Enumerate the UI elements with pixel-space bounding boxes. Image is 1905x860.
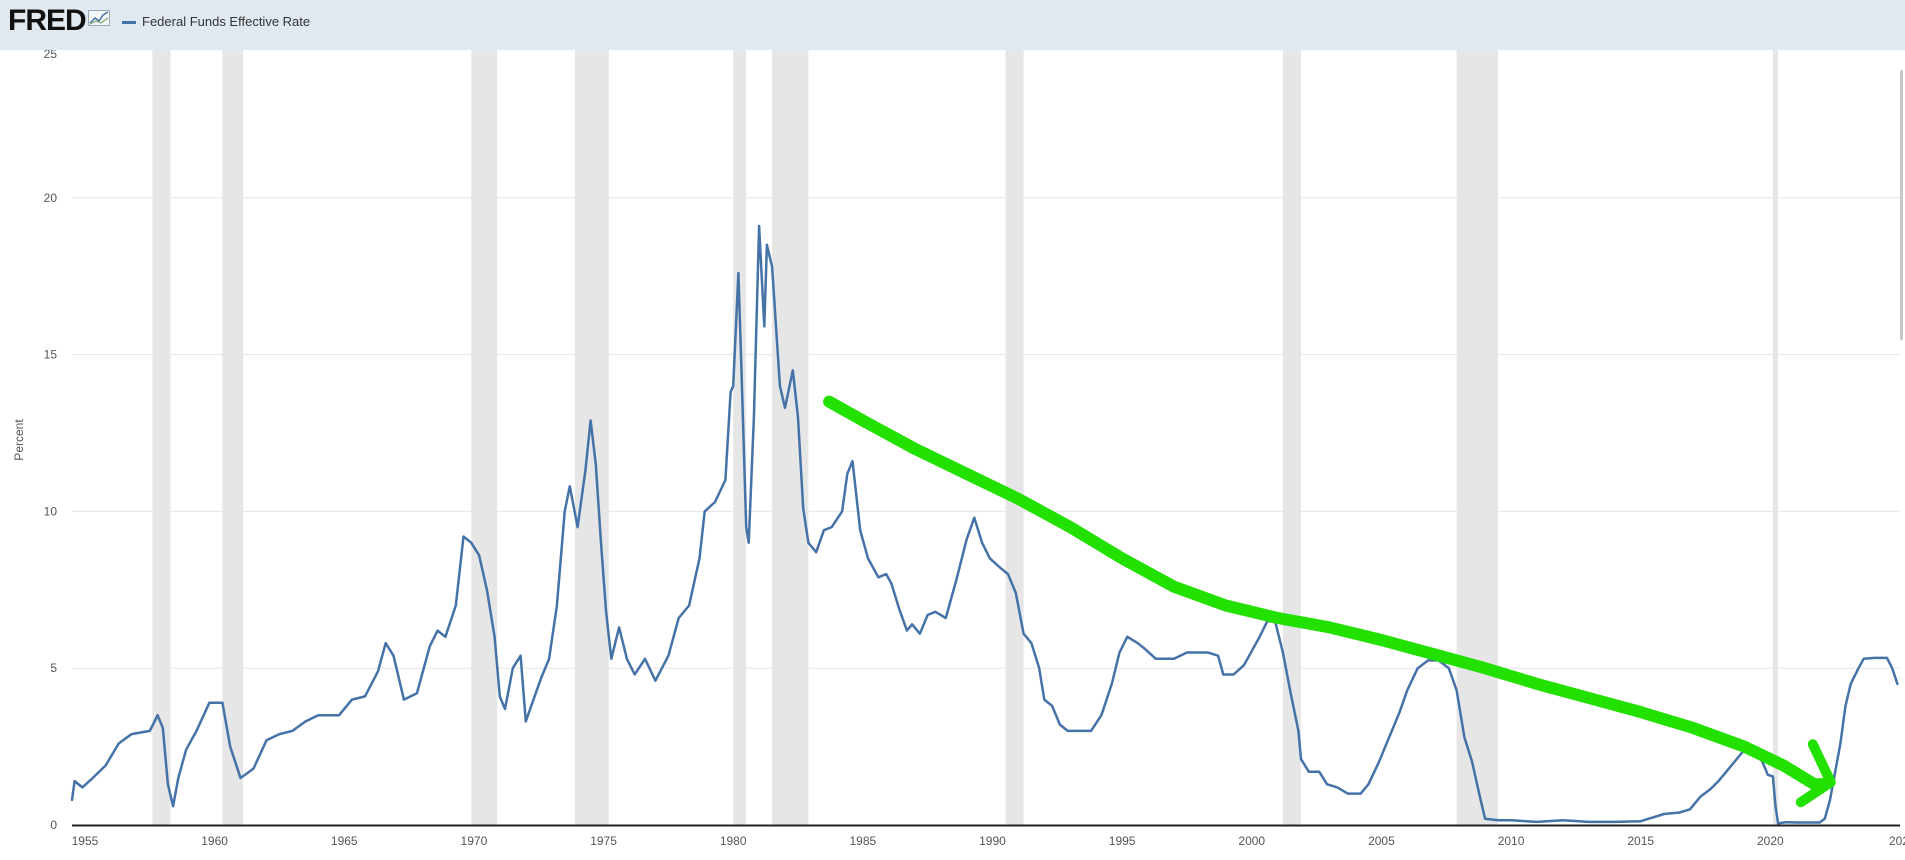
line-chart-icon [88,10,110,26]
y-axis-label: Percent [12,419,26,461]
y-tick-label-15: 15 [44,348,58,362]
x-tick-label-1965: 1965 [331,834,358,848]
legend-label: Federal Funds Effective Rate [142,14,311,29]
recession-band-8 [1456,50,1499,825]
x-tick-label-2000: 2000 [1238,834,1265,848]
x-tick-label-1975: 1975 [590,834,617,848]
x-tick-label-2015: 2015 [1627,834,1654,848]
y-tick-label-5: 5 [50,661,57,675]
x-tick-label-1980: 1980 [720,834,747,848]
grid-lines [72,197,1900,669]
y-tick-label-20: 20 [44,191,58,205]
y-tick-label-25: 25 [44,50,58,61]
recession-band-0 [152,50,171,825]
recession-bands [152,50,1779,825]
x-tick-label-1985: 1985 [849,834,876,848]
x-tick-label-1960: 1960 [201,834,228,848]
fred-logo[interactable]: FRED [8,4,87,37]
recession-band-9 [1772,50,1779,825]
y-tick-label-10: 10 [44,504,58,518]
chart-header: FRED Federal Funds Effective Rate [0,0,1905,50]
x-tick-label-1990: 1990 [979,834,1006,848]
x-tick-label-1955: 1955 [72,834,99,848]
x-tick-label-truncated: 202 [1889,834,1905,848]
recession-band-4 [733,50,747,825]
recession-band-2 [471,50,498,825]
scrollbar[interactable] [1900,70,1903,340]
x-tick-label-1995: 1995 [1109,834,1136,848]
series-line-fed-funds [70,224,1899,825]
y-tick-label-0: 0 [50,818,57,832]
trend-arrow-line [823,395,1831,791]
recession-band-5 [772,50,809,825]
x-tick-label-2020: 2020 [1757,834,1784,848]
recession-band-1 [222,50,244,825]
x-axis-ticks: 1955 1960 1965 1970 1975 1980 1985 1990 1995 2000… [72,834,1905,848]
legend-swatch [122,21,136,24]
x-tick-label-2005: 2005 [1368,834,1395,848]
y-axis-ticks: 0 5 10 15 20 25 [44,50,58,832]
recession-band-7 [1282,50,1302,825]
recession-band-6 [1005,50,1024,825]
x-tick-label-2010: 2010 [1498,834,1525,848]
series-layer [70,224,1899,825]
trend-arrowhead [1795,739,1836,808]
x-tick-label-1970: 1970 [461,834,488,848]
